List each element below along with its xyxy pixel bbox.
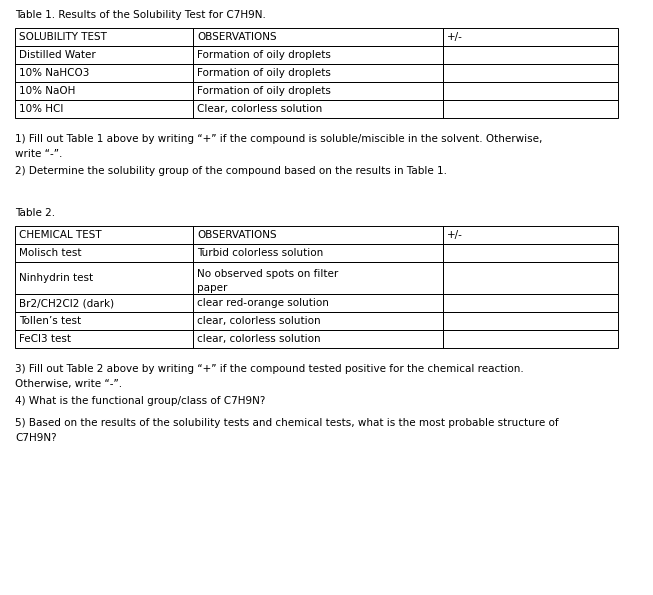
Text: Formation of oily droplets: Formation of oily droplets	[197, 50, 331, 60]
Text: Molisch test: Molisch test	[19, 248, 82, 258]
Bar	[15, 46, 193, 64]
Bar	[193, 82, 443, 100]
Bar	[15, 82, 193, 100]
Bar	[443, 100, 618, 118]
Text: clear, colorless solution: clear, colorless solution	[197, 334, 321, 344]
Bar	[193, 312, 443, 330]
Text: paper: paper	[197, 283, 227, 293]
Text: Formation of oily droplets: Formation of oily droplets	[197, 68, 331, 78]
Bar	[443, 226, 618, 244]
Text: No observed spots on filter: No observed spots on filter	[197, 269, 338, 279]
Bar	[193, 46, 443, 64]
Text: Formation of oily droplets: Formation of oily droplets	[197, 86, 331, 96]
Text: SOLUBILITY TEST: SOLUBILITY TEST	[19, 32, 107, 42]
Bar	[443, 244, 618, 262]
Text: Clear, colorless solution: Clear, colorless solution	[197, 104, 322, 114]
Bar	[443, 330, 618, 348]
Bar	[193, 28, 443, 46]
Text: CHEMICAL TEST: CHEMICAL TEST	[19, 230, 102, 240]
Text: Tollen’s test: Tollen’s test	[19, 316, 81, 326]
Text: 4) What is the functional group/class of C7H9N?: 4) What is the functional group/class of…	[15, 396, 265, 406]
Bar	[443, 46, 618, 64]
Text: Table 1. Results of the Solubility Test for C7H9N.: Table 1. Results of the Solubility Test …	[15, 10, 266, 20]
Text: 1) Fill out Table 1 above by writing “+” if the compound is soluble/miscible in : 1) Fill out Table 1 above by writing “+”…	[15, 134, 543, 159]
Text: 10% NaHCO3: 10% NaHCO3	[19, 68, 89, 78]
Bar	[15, 262, 193, 294]
Text: clear red-orange solution: clear red-orange solution	[197, 298, 328, 308]
Text: Distilled Water: Distilled Water	[19, 50, 96, 60]
Text: clear, colorless solution: clear, colorless solution	[197, 316, 321, 326]
Bar	[15, 312, 193, 330]
Bar	[443, 262, 618, 294]
Bar	[193, 64, 443, 82]
Bar	[193, 262, 443, 294]
Bar	[443, 312, 618, 330]
Text: 10% HCl: 10% HCl	[19, 104, 63, 114]
Bar	[193, 244, 443, 262]
Bar	[193, 294, 443, 312]
Text: Ninhydrin test: Ninhydrin test	[19, 273, 93, 283]
Text: +/-: +/-	[447, 32, 463, 42]
Bar	[15, 100, 193, 118]
Text: 5) Based on the results of the solubility tests and chemical tests, what is the : 5) Based on the results of the solubilit…	[15, 418, 558, 443]
Bar	[443, 294, 618, 312]
Text: FeCl3 test: FeCl3 test	[19, 334, 71, 344]
Text: 10% NaOH: 10% NaOH	[19, 86, 75, 96]
Bar	[443, 64, 618, 82]
Bar	[15, 330, 193, 348]
Bar	[15, 226, 193, 244]
Text: 2) Determine the solubility group of the compound based on the results in Table : 2) Determine the solubility group of the…	[15, 166, 447, 176]
Text: 3) Fill out Table 2 above by writing “+” if the compound tested positive for the: 3) Fill out Table 2 above by writing “+”…	[15, 364, 524, 389]
Bar	[443, 82, 618, 100]
Text: Br2/CH2Cl2 (dark): Br2/CH2Cl2 (dark)	[19, 298, 114, 308]
Text: OBSERVATIONS: OBSERVATIONS	[197, 230, 276, 240]
Text: Turbid colorless solution: Turbid colorless solution	[197, 248, 323, 258]
Bar	[15, 28, 193, 46]
Bar	[15, 244, 193, 262]
Bar	[193, 330, 443, 348]
Bar	[443, 28, 618, 46]
Bar	[15, 64, 193, 82]
Bar	[193, 226, 443, 244]
Bar	[15, 294, 193, 312]
Bar	[193, 100, 443, 118]
Text: Table 2.: Table 2.	[15, 208, 55, 218]
Text: OBSERVATIONS: OBSERVATIONS	[197, 32, 276, 42]
Text: +/-: +/-	[447, 230, 463, 240]
